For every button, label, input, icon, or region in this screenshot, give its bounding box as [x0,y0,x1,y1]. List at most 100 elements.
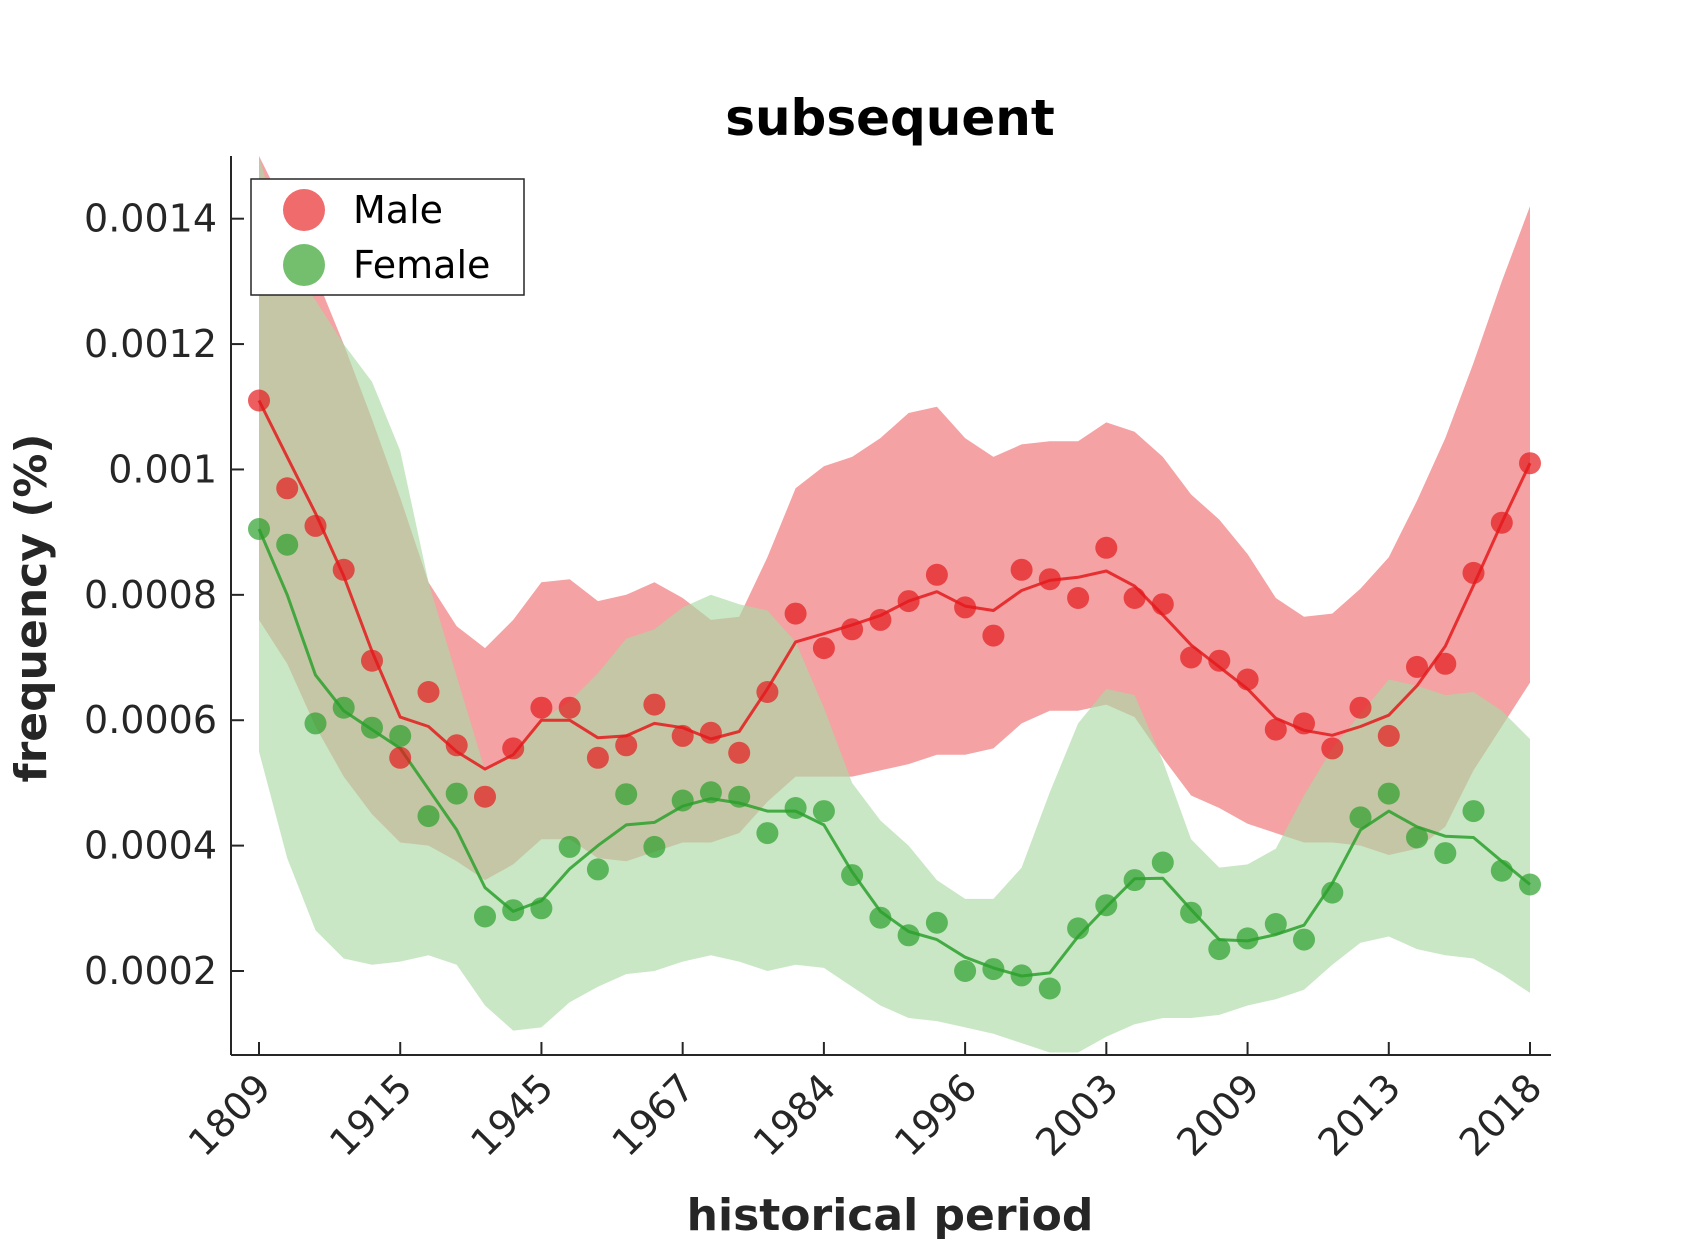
point-male [1406,655,1428,678]
y-tick-label: 0.0014 [84,197,217,241]
point-male [784,602,807,625]
y-tick-label: 0.0002 [84,949,217,993]
point-female [1406,826,1428,849]
point-male [728,741,751,764]
point-female [925,911,948,934]
point-female [1434,842,1457,865]
point-male [276,477,299,500]
point-male [982,624,1005,647]
point-female [1490,859,1513,882]
point-male [812,637,835,660]
confidence-bands [259,156,1530,1053]
chart-title: subsequent [725,89,1055,147]
point-male [897,590,920,613]
point-male [474,785,496,808]
point-female [756,822,779,845]
point-male [530,696,553,719]
legend-marker-male [283,189,325,231]
band-female [259,156,1530,1053]
point-male [1010,558,1033,581]
legend-label-male: Male [353,188,443,232]
point-female [897,924,920,947]
point-male [502,737,525,760]
point-female [982,958,1005,981]
y-tick-label: 0.0004 [84,824,217,868]
point-female [1180,901,1203,924]
point-male [332,558,355,581]
y-tick-label: 0.001 [108,447,217,491]
point-male [1434,652,1457,675]
point-female [530,897,553,920]
point-male [954,596,977,619]
y-tick-label: 0.0008 [84,573,217,617]
point-female [643,835,666,858]
point-male [389,746,412,769]
point-female [728,785,751,808]
point-female [954,960,977,982]
legend-marker-female [283,244,325,286]
point-female [361,716,383,739]
point-female [1519,873,1541,896]
point-female [1321,881,1344,904]
point-female [445,782,468,805]
point-male [361,649,383,672]
y-ticks: 0.0002 0.0004 0.0006 0.0008 0.001 0.0012 0.001… [84,197,244,993]
point-female [586,858,609,881]
point-male [304,514,327,537]
point-male [756,681,779,703]
point-female [1123,869,1146,892]
point-male [1293,712,1315,735]
point-male [925,563,948,586]
point-male [1264,718,1287,741]
point-female [841,864,864,887]
trend-lines [257,399,1532,978]
data-points [248,389,1541,1000]
point-male [643,693,666,716]
point-male [558,696,581,719]
point-female [615,783,638,806]
point-male [1321,737,1344,760]
point-male [869,608,892,631]
point-male [417,681,440,703]
point-male [1095,536,1118,559]
point-female [869,906,892,929]
point-male [1208,649,1231,672]
point-female [1151,851,1174,874]
point-male [1349,696,1372,719]
point-female [474,905,496,928]
trend-line-female [257,528,1531,978]
point-female [276,533,299,556]
point-female [1293,928,1315,951]
y-tick-label: 0.0006 [84,698,217,742]
point-male [586,746,609,769]
legend: Male Female [250,178,525,296]
point-female [1208,938,1231,961]
y-tick-label: 0.0012 [84,322,217,366]
point-female [558,835,581,858]
point-male [1038,568,1061,591]
point-female [1264,913,1287,935]
point-female [1236,927,1259,950]
point-female [699,781,722,804]
point-male [699,721,722,744]
point-male [248,389,270,412]
point-female [1095,894,1118,917]
y-axis-label: frequency (%) [6,433,57,782]
point-female [248,518,270,540]
point-female [304,712,327,735]
point-female [502,899,525,922]
point-female [1377,782,1400,805]
point-male [1067,587,1090,609]
point-male [1490,511,1513,534]
trend-line-male [257,399,1532,771]
point-female [417,805,440,828]
point-female [1462,800,1485,823]
point-male [1377,724,1400,747]
point-male [1123,587,1146,609]
point-female [1067,917,1090,940]
point-female [1010,964,1033,987]
point-male [671,724,694,747]
point-female [812,800,835,823]
axes [230,156,1551,1056]
